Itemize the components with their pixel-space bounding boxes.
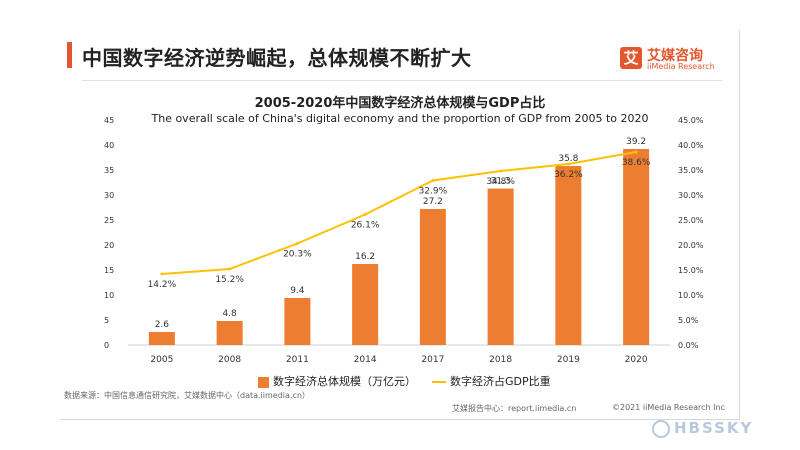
legend-bar-swatch xyxy=(258,376,269,388)
bar-value-label: 35.8 xyxy=(558,154,578,164)
y-right-tick-label: 20.0% xyxy=(678,241,704,250)
chart-title: 2005-2020年中国数字经济总体规模与GDP占比 xyxy=(254,96,546,111)
line-point xyxy=(634,150,638,154)
legend-line-swatch xyxy=(432,381,446,383)
bar-value-label: 31.3 xyxy=(491,177,511,187)
watermark-icon xyxy=(652,419,670,438)
legend-bar: 数字经济总体规模（万亿元） xyxy=(258,373,416,389)
bar-value-label: 9.4 xyxy=(290,286,305,296)
x-tick-label: 2017 xyxy=(421,355,444,365)
chart-subtitle: The overall scale of China's digital eco… xyxy=(151,112,649,125)
x-tick-label: 2011 xyxy=(286,355,309,365)
bar xyxy=(284,298,311,345)
bar xyxy=(623,149,650,345)
x-tick-label: 2018 xyxy=(489,355,512,365)
bar xyxy=(487,188,514,345)
line-value-label: 15.2% xyxy=(215,275,244,285)
y-right-tick-label: 0.0% xyxy=(678,341,699,350)
y-right-tick-label: 40.0% xyxy=(678,141,704,150)
source-note: 数据来源：中国信息通信研究院，艾媒数据中心（data.iimedia.cn） xyxy=(64,391,310,400)
y-right-tick-label: 35.0% xyxy=(678,166,704,175)
headline-divider xyxy=(82,80,722,81)
line-point xyxy=(499,169,503,173)
legend-line: 数字经济占GDP比重 xyxy=(432,373,551,389)
x-tick-label: 2019 xyxy=(557,355,580,365)
bar xyxy=(148,332,175,345)
copyright: ©2021 iiMedia Research Inc xyxy=(612,403,725,412)
x-tick-label: 2020 xyxy=(625,355,648,365)
bar xyxy=(216,321,243,345)
y-left-tick-label: 30 xyxy=(104,191,114,200)
y-left-tick-label: 25 xyxy=(104,216,114,225)
x-tick-label: 2008 xyxy=(218,355,241,365)
bar-value-label: 27.2 xyxy=(423,197,443,207)
x-tick-label: 2005 xyxy=(150,355,173,365)
bar-value-label: 2.6 xyxy=(155,320,170,330)
legend-line-label: 数字经济占GDP比重 xyxy=(450,375,551,388)
bar-value-label: 4.8 xyxy=(222,309,237,319)
line-value-label: 38.6% xyxy=(622,158,651,168)
slide-border-right xyxy=(739,30,740,420)
line-value-label: 32.9% xyxy=(419,187,448,197)
y-left-tick-label: 20 xyxy=(104,241,114,250)
line-value-label: 36.2% xyxy=(554,170,583,180)
line-series-path xyxy=(161,151,637,275)
y-right-tick-label: 30.0% xyxy=(678,191,704,200)
line-point xyxy=(363,213,367,216)
y-left-tick-label: 5 xyxy=(104,316,109,325)
y-left-tick-label: 15 xyxy=(104,266,114,275)
y-left-tick-label: 0 xyxy=(104,341,109,350)
line-value-label: 26.1% xyxy=(351,221,380,231)
page-title: 中国数字经济逆势崛起，总体规模不断扩大 xyxy=(82,46,472,70)
x-tick-label: 2014 xyxy=(354,355,377,365)
line-point xyxy=(295,242,299,245)
y-right-tick-label: 25.0% xyxy=(678,216,704,225)
bar xyxy=(352,264,379,345)
y-left-tick-label: 10 xyxy=(104,291,114,300)
legend-bar-label: 数字经济总体规模（万亿元） xyxy=(273,375,416,388)
line-point xyxy=(228,267,232,271)
bar-value-label: 39.2 xyxy=(626,137,646,147)
line-value-label: 14.2% xyxy=(148,280,177,290)
watermark-text: HBSSKY xyxy=(674,419,754,437)
y-right-tick-label: 15.0% xyxy=(678,266,704,275)
slide-border-bottom xyxy=(60,419,740,420)
report-link: 艾媒报告中心：report.iimedia.cn xyxy=(452,404,577,413)
y-right-tick-label: 10.0% xyxy=(678,291,704,300)
line-point xyxy=(160,272,164,276)
logo-name: 艾媒咨询 xyxy=(647,48,703,64)
y-left-tick-label: 45 xyxy=(104,116,114,125)
logo-icon: 艾 xyxy=(620,47,642,69)
bar-value-label: 16.2 xyxy=(355,252,375,262)
y-right-tick-label: 45.0% xyxy=(678,116,704,125)
headline-accent-bar xyxy=(67,42,72,68)
logo-subtitle: iiMedia Research xyxy=(647,62,715,71)
bar xyxy=(555,166,582,345)
y-right-tick-label: 5.0% xyxy=(678,316,699,325)
watermark: HBSSKY xyxy=(652,419,753,438)
y-left-tick-label: 40 xyxy=(104,141,114,150)
line-point xyxy=(566,162,570,166)
y-left-tick-label: 35 xyxy=(104,166,114,175)
line-point xyxy=(431,179,435,182)
line-value-label: 34.8% xyxy=(486,177,515,187)
bar xyxy=(419,209,446,345)
line-value-label: 20.3% xyxy=(283,250,312,260)
